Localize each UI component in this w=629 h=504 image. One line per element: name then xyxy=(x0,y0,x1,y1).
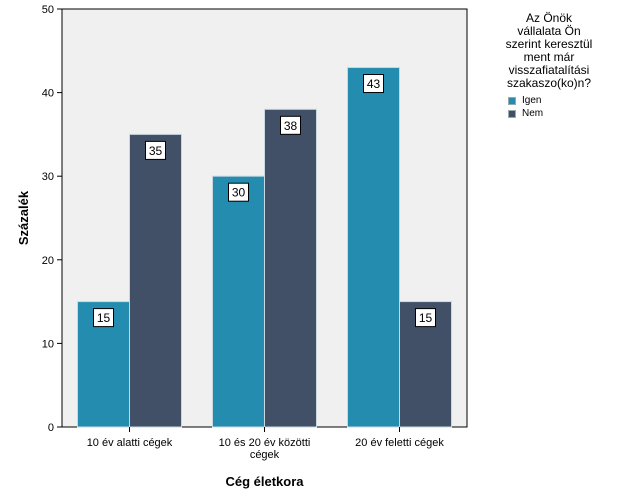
legend: Az Önök vállalata Ön szerint keresztül m… xyxy=(476,12,622,120)
data-label-box xyxy=(228,182,249,202)
bar-igen-1 xyxy=(212,175,265,428)
data-label: 35 xyxy=(149,144,163,158)
legend-items: Igen Nem xyxy=(508,94,622,120)
x-tick-label: cégek xyxy=(250,449,280,461)
data-label: 15 xyxy=(419,311,433,325)
bar-nem-0 xyxy=(129,133,182,428)
bar-igen-2 xyxy=(347,67,400,428)
legend-swatch xyxy=(508,109,516,118)
y-tick-label: 20 xyxy=(42,255,54,267)
x-tick-label: 20 év feletti cégek xyxy=(355,437,444,449)
legend-title: Az Önök vállalata Ön szerint keresztül m… xyxy=(505,11,593,90)
x-tick-label: 10 év alatti cégek xyxy=(87,437,173,449)
data-label: 38 xyxy=(284,119,298,133)
y-tick-label: 50 xyxy=(42,4,54,16)
data-label-box xyxy=(415,308,436,328)
y-tick-label: 0 xyxy=(48,422,54,434)
y-tick-label: 40 xyxy=(42,88,54,100)
legend-label: Nem xyxy=(522,108,544,119)
legend-item-igen: Igen xyxy=(508,94,622,107)
x-axis-label: Cég életkora xyxy=(225,474,304,489)
bar-nem-1 xyxy=(264,108,317,428)
data-label: 15 xyxy=(97,311,111,325)
legend-item-nem: Nem xyxy=(508,107,622,120)
legend-swatch xyxy=(508,96,516,105)
x-tick-label: 10 és 20 év közötti xyxy=(219,437,311,449)
y-tick-label: 10 xyxy=(42,338,54,350)
data-label-box xyxy=(363,74,384,94)
data-label: 30 xyxy=(232,186,246,200)
y-tick-label: 30 xyxy=(42,171,54,183)
data-label-box xyxy=(280,115,301,135)
data-label: 43 xyxy=(367,77,381,91)
legend-label: Igen xyxy=(522,95,542,106)
y-axis-label: Százalék xyxy=(16,190,31,245)
data-label-box xyxy=(145,140,166,160)
data-label-box xyxy=(93,308,114,328)
